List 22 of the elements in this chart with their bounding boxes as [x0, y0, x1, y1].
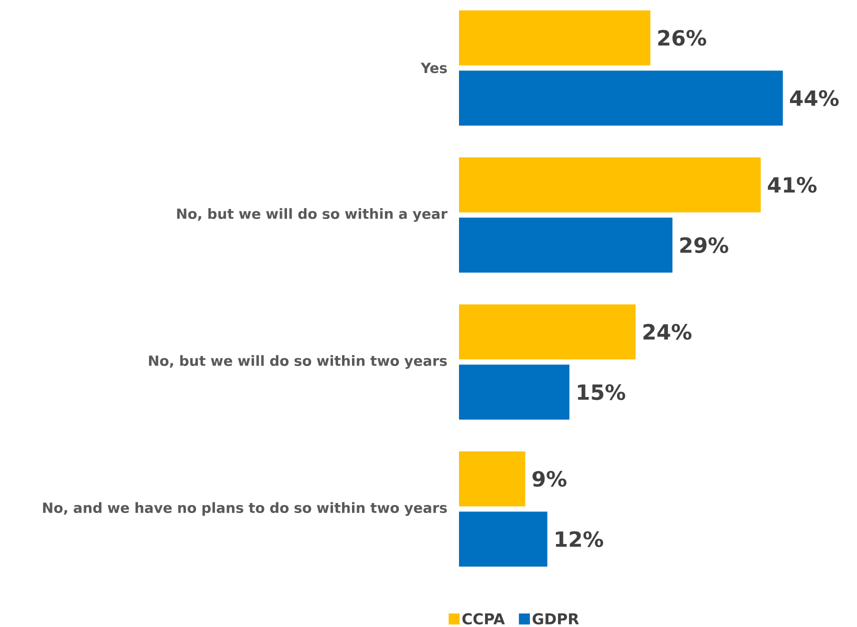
bar — [459, 218, 672, 273]
y-tick-label: Yes — [420, 62, 447, 74]
data-label: 9% — [532, 470, 566, 487]
y-tick-label: No, but we will do so within a year — [177, 208, 448, 222]
bar — [459, 70, 783, 126]
data-label: 24% — [643, 324, 692, 340]
bar — [459, 512, 548, 567]
bar — [459, 364, 570, 420]
data-label: 12% — [556, 531, 604, 548]
data-label: 41% — [768, 176, 817, 193]
bar — [459, 10, 650, 66]
data-label: 26% — [658, 30, 706, 46]
bar — [459, 157, 761, 212]
legend-label: CCPA — [462, 613, 505, 624]
data-label: 29% — [680, 237, 728, 254]
bar — [459, 304, 636, 360]
data-label: 15% — [578, 384, 626, 400]
data-label: 44% — [790, 90, 839, 106]
bar — [459, 451, 526, 506]
legend-label: GDPR — [532, 613, 579, 624]
y-tick-label: No, but we will do so within two years — [149, 355, 447, 369]
y-tick-label: No, and we have no plans to do so within two years — [43, 502, 447, 516]
